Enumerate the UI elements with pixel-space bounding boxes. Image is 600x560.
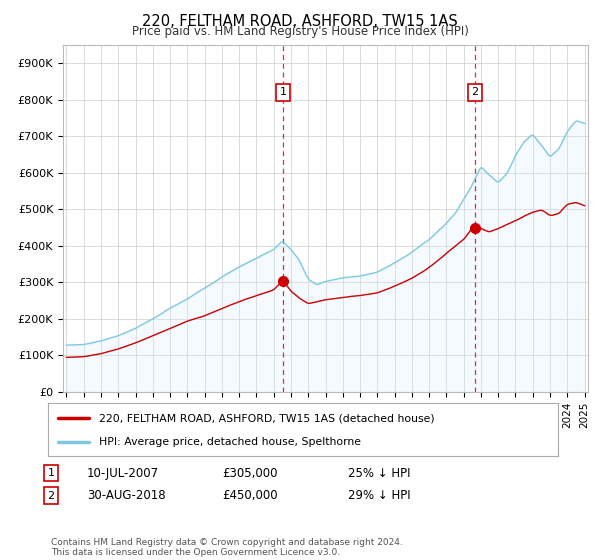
Text: HPI: Average price, detached house, Spelthorne: HPI: Average price, detached house, Spel…	[99, 436, 361, 446]
Text: 2: 2	[47, 491, 55, 501]
Text: 2: 2	[472, 87, 479, 97]
Text: 10-JUL-2007: 10-JUL-2007	[87, 466, 159, 480]
Text: 25% ↓ HPI: 25% ↓ HPI	[348, 466, 410, 480]
Text: 30-AUG-2018: 30-AUG-2018	[87, 489, 166, 502]
Text: 1: 1	[280, 87, 286, 97]
Text: £305,000: £305,000	[222, 466, 277, 480]
Text: Contains HM Land Registry data © Crown copyright and database right 2024.
This d: Contains HM Land Registry data © Crown c…	[51, 538, 403, 557]
Text: 220, FELTHAM ROAD, ASHFORD, TW15 1AS: 220, FELTHAM ROAD, ASHFORD, TW15 1AS	[142, 14, 458, 29]
Text: 29% ↓ HPI: 29% ↓ HPI	[348, 489, 410, 502]
Text: £450,000: £450,000	[222, 489, 278, 502]
Text: Price paid vs. HM Land Registry's House Price Index (HPI): Price paid vs. HM Land Registry's House …	[131, 25, 469, 38]
Text: 1: 1	[47, 468, 55, 478]
Text: 220, FELTHAM ROAD, ASHFORD, TW15 1AS (detached house): 220, FELTHAM ROAD, ASHFORD, TW15 1AS (de…	[99, 413, 434, 423]
